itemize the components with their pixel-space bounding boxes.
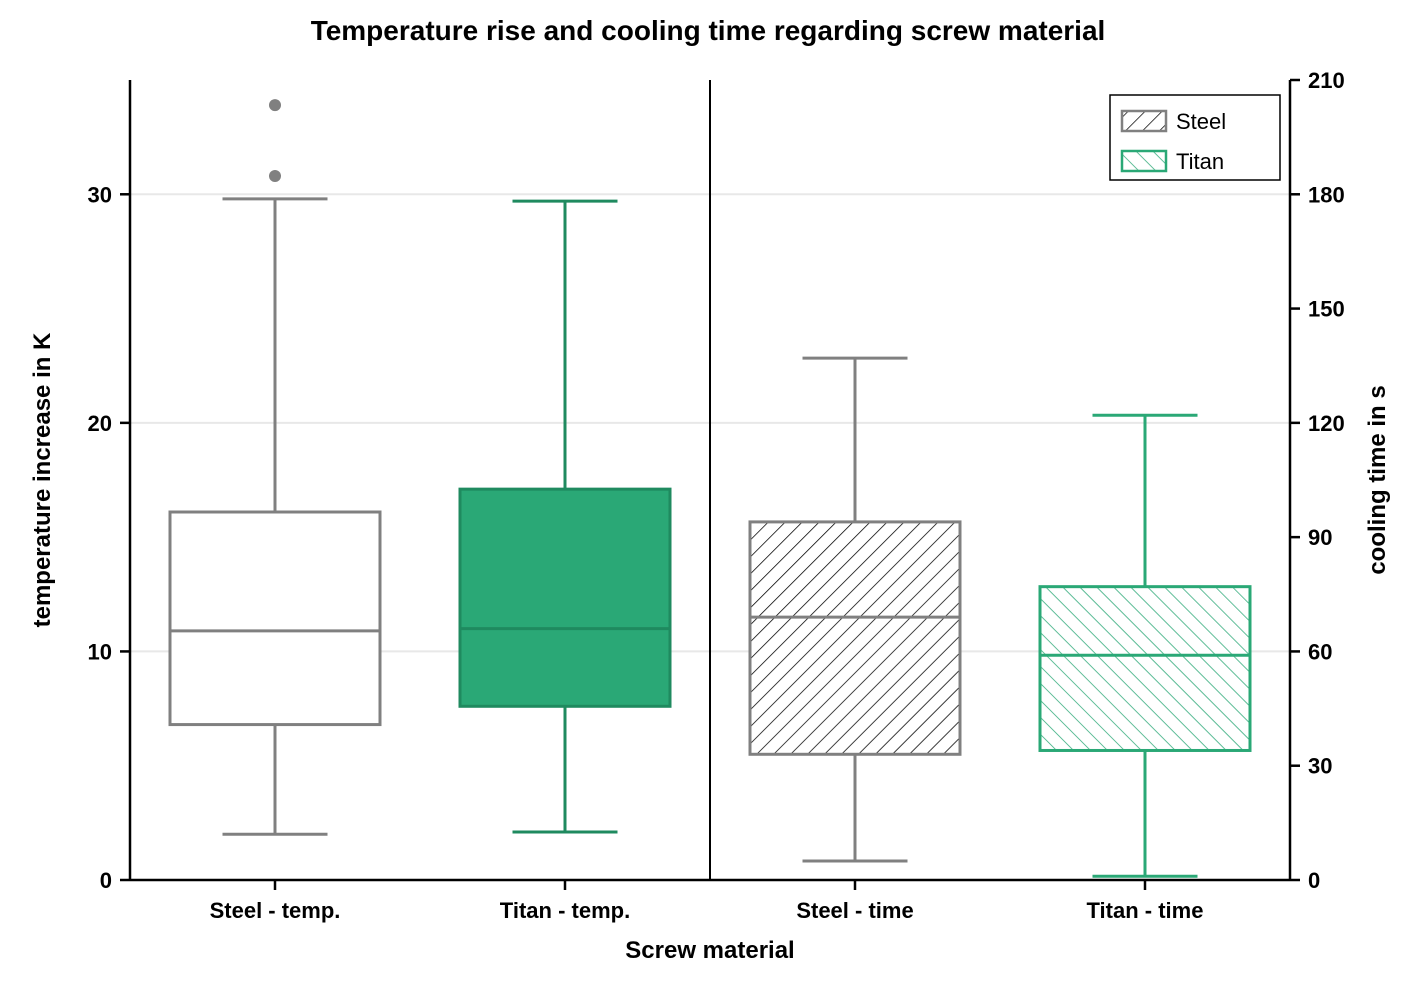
legend-swatch [1122, 111, 1166, 131]
box [170, 512, 380, 725]
boxplot-chart: Temperature rise and cooling time regard… [0, 0, 1416, 982]
chart-title: Temperature rise and cooling time regard… [311, 15, 1106, 46]
chart-svg: Temperature rise and cooling time regard… [0, 0, 1416, 982]
y-right-tick-label: 210 [1308, 68, 1345, 93]
x-tick-label: Titan - temp. [500, 898, 630, 923]
y-right-tick-label: 90 [1308, 525, 1332, 550]
box [460, 489, 670, 706]
y-right-tick-label: 0 [1308, 868, 1320, 893]
y-left-tick-label: 10 [88, 639, 112, 664]
y-left-tick-label: 0 [100, 868, 112, 893]
box [750, 522, 960, 754]
x-axis-label: Screw material [625, 937, 794, 964]
outlier-point [269, 99, 281, 111]
y-right-tick-label: 150 [1308, 297, 1345, 322]
y-right-axis-label: cooling time in s [1364, 385, 1391, 574]
box [1040, 587, 1250, 751]
y-right-tick-label: 180 [1308, 182, 1345, 207]
legend-label: Steel [1176, 109, 1226, 134]
legend-swatch [1122, 151, 1166, 171]
y-right-tick-label: 30 [1308, 754, 1332, 779]
x-tick-label: Steel - time [796, 898, 913, 923]
legend-label: Titan [1176, 149, 1224, 174]
y-left-tick-label: 20 [88, 411, 112, 436]
x-tick-label: Titan - time [1087, 898, 1204, 923]
y-right-tick-label: 120 [1308, 411, 1345, 436]
y-left-tick-label: 30 [88, 182, 112, 207]
y-right-tick-label: 60 [1308, 639, 1332, 664]
y-left-axis-label: temperature increase in K [29, 332, 56, 627]
outlier-point [269, 170, 281, 182]
x-tick-label: Steel - temp. [210, 898, 341, 923]
